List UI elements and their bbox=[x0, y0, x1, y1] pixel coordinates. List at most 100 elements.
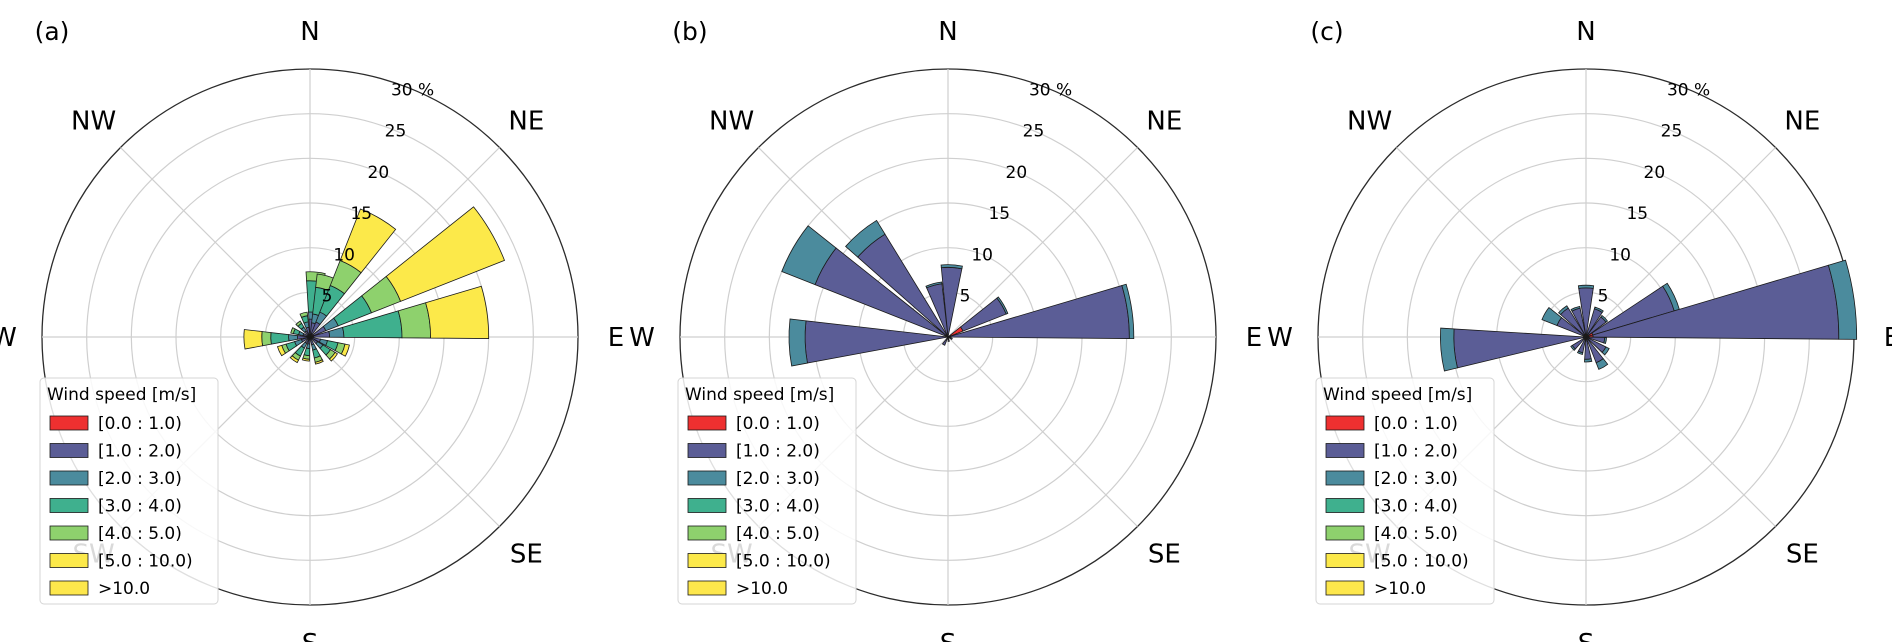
legend-title: Wind speed [m/s] bbox=[685, 385, 834, 405]
legend-label: [3.0 : 4.0) bbox=[736, 497, 820, 517]
rose-bar-segment bbox=[1600, 314, 1609, 323]
compass-nw: NW bbox=[1347, 107, 1392, 137]
radial-tick-label: 15 bbox=[988, 204, 1010, 224]
rose-bar-segment bbox=[940, 264, 963, 270]
legend-label: [2.0 : 3.0) bbox=[98, 469, 182, 489]
rose-bar-segment bbox=[925, 281, 943, 289]
rose-bar-segment bbox=[289, 355, 299, 364]
legend-box bbox=[1315, 377, 1495, 605]
legend-swatch bbox=[1325, 553, 1365, 568]
rose-bar-segment bbox=[270, 332, 290, 345]
compass-n: N bbox=[938, 17, 957, 47]
radial-tick-label: 10 bbox=[333, 245, 355, 265]
legend-title: Wind speed [m/s] bbox=[1323, 385, 1472, 405]
rose-bar-segment bbox=[1576, 350, 1584, 355]
legend-swatch bbox=[49, 553, 89, 568]
legend-label: [4.0 : 5.0) bbox=[98, 524, 182, 544]
rose-bar-segment bbox=[1453, 328, 1584, 369]
rose-bar-segment bbox=[948, 337, 953, 341]
grid-spoke bbox=[1396, 147, 1587, 338]
compass-ne: NE bbox=[1146, 107, 1182, 137]
radial-tick-label: 5 bbox=[1598, 287, 1609, 307]
compass-ne: NE bbox=[508, 107, 544, 137]
legend-swatch bbox=[687, 470, 727, 486]
rose-bar-segment bbox=[301, 357, 310, 362]
radial-tick-label: 25 bbox=[385, 122, 407, 142]
legend-label: [0.0 : 1.0) bbox=[736, 414, 820, 434]
rose-bar-segment bbox=[1541, 306, 1563, 327]
compass-e: E bbox=[1884, 323, 1892, 353]
compass-w: W bbox=[0, 323, 17, 353]
compass-n: N bbox=[1576, 17, 1595, 47]
rose-bar-segment bbox=[288, 334, 299, 342]
rose-bar-segment bbox=[1439, 327, 1458, 372]
compass-s: S bbox=[940, 629, 957, 642]
legend-label: [4.0 : 5.0) bbox=[1374, 524, 1458, 544]
grid-spoke bbox=[947, 147, 1138, 338]
radial-tick-label: 20 bbox=[1006, 163, 1028, 183]
rose-bar-segment bbox=[1601, 346, 1610, 356]
legend-swatch bbox=[49, 525, 89, 541]
legend-box bbox=[677, 377, 857, 605]
legend-label: [1.0 : 2.0) bbox=[736, 442, 820, 462]
radial-tick-label: 20 bbox=[368, 163, 390, 183]
legend-label: [5.0 : 10.0) bbox=[736, 552, 831, 572]
rose-bar-segment bbox=[996, 296, 1009, 315]
legend-label: [3.0 : 4.0) bbox=[1374, 497, 1458, 517]
radial-tick-label: 15 bbox=[1626, 204, 1648, 224]
legend-label: >10.0 bbox=[1374, 579, 1426, 599]
grid-spoke bbox=[309, 147, 500, 338]
legend: Wind speed [m/s] [0.0 : 1.0) [1.0 : 2.0) [2… bbox=[39, 377, 219, 605]
legend-label: >10.0 bbox=[736, 579, 788, 599]
rose-bar-segment bbox=[385, 206, 506, 302]
legend-swatch bbox=[49, 470, 89, 486]
compass-e: E bbox=[608, 323, 624, 353]
radial-tick-label: 30 % bbox=[1667, 80, 1710, 100]
rose-bar-segment bbox=[781, 225, 837, 286]
radial-tick-label: 5 bbox=[322, 287, 333, 307]
legend-label: [2.0 : 3.0) bbox=[1374, 469, 1458, 489]
legend-swatch bbox=[687, 580, 727, 596]
legend-swatch bbox=[687, 525, 727, 541]
radial-tick-label: 25 bbox=[1023, 122, 1045, 142]
rose-bar-segment bbox=[397, 302, 431, 339]
compass-ne: NE bbox=[1784, 107, 1820, 137]
rose-bar-segment bbox=[1603, 337, 1607, 345]
grid-spoke bbox=[947, 336, 1138, 527]
legend-label: [4.0 : 5.0) bbox=[736, 524, 820, 544]
rose-bar-segment bbox=[1577, 284, 1595, 289]
radial-tick-label: 5 bbox=[960, 287, 971, 307]
rose-bar-segment bbox=[788, 318, 808, 367]
radial-tick-label: 10 bbox=[1609, 245, 1631, 265]
rose-bar-segment bbox=[303, 347, 311, 357]
legend: Wind speed [m/s] [0.0 : 1.0) [1.0 : 2.0) [2… bbox=[677, 377, 857, 605]
rose-bar-segment bbox=[1592, 264, 1840, 340]
rose-bar-segment bbox=[1570, 344, 1576, 351]
legend-swatch bbox=[687, 443, 727, 458]
rose-bar-segment bbox=[947, 338, 950, 342]
legend-label: [5.0 : 10.0) bbox=[98, 552, 193, 572]
legend-swatch bbox=[1325, 470, 1365, 486]
legend-label: [2.0 : 3.0) bbox=[736, 469, 820, 489]
grid-spoke bbox=[309, 336, 500, 527]
compass-w: W bbox=[1267, 323, 1293, 353]
rose-bar-segment bbox=[340, 343, 350, 357]
legend-swatch bbox=[1325, 443, 1365, 458]
rose-bar-segment bbox=[1584, 358, 1593, 363]
rose-bar-segment bbox=[1593, 306, 1604, 313]
legend-swatch bbox=[1325, 580, 1365, 596]
legend-label: [5.0 : 10.0) bbox=[1374, 552, 1469, 572]
legend-swatch bbox=[687, 415, 727, 431]
compass-e: E bbox=[1246, 323, 1262, 353]
rose-bar-segment bbox=[1558, 305, 1569, 316]
compass-nw: NW bbox=[709, 107, 754, 137]
legend-swatch bbox=[49, 415, 89, 431]
legend-label: [0.0 : 1.0) bbox=[98, 414, 182, 434]
compass-se: SE bbox=[1786, 539, 1819, 569]
grid-spoke bbox=[1585, 336, 1776, 527]
legend-title: Wind speed [m/s] bbox=[47, 385, 196, 405]
legend-label: [1.0 : 2.0) bbox=[1374, 442, 1458, 462]
legend-label: [3.0 : 4.0) bbox=[98, 497, 182, 517]
